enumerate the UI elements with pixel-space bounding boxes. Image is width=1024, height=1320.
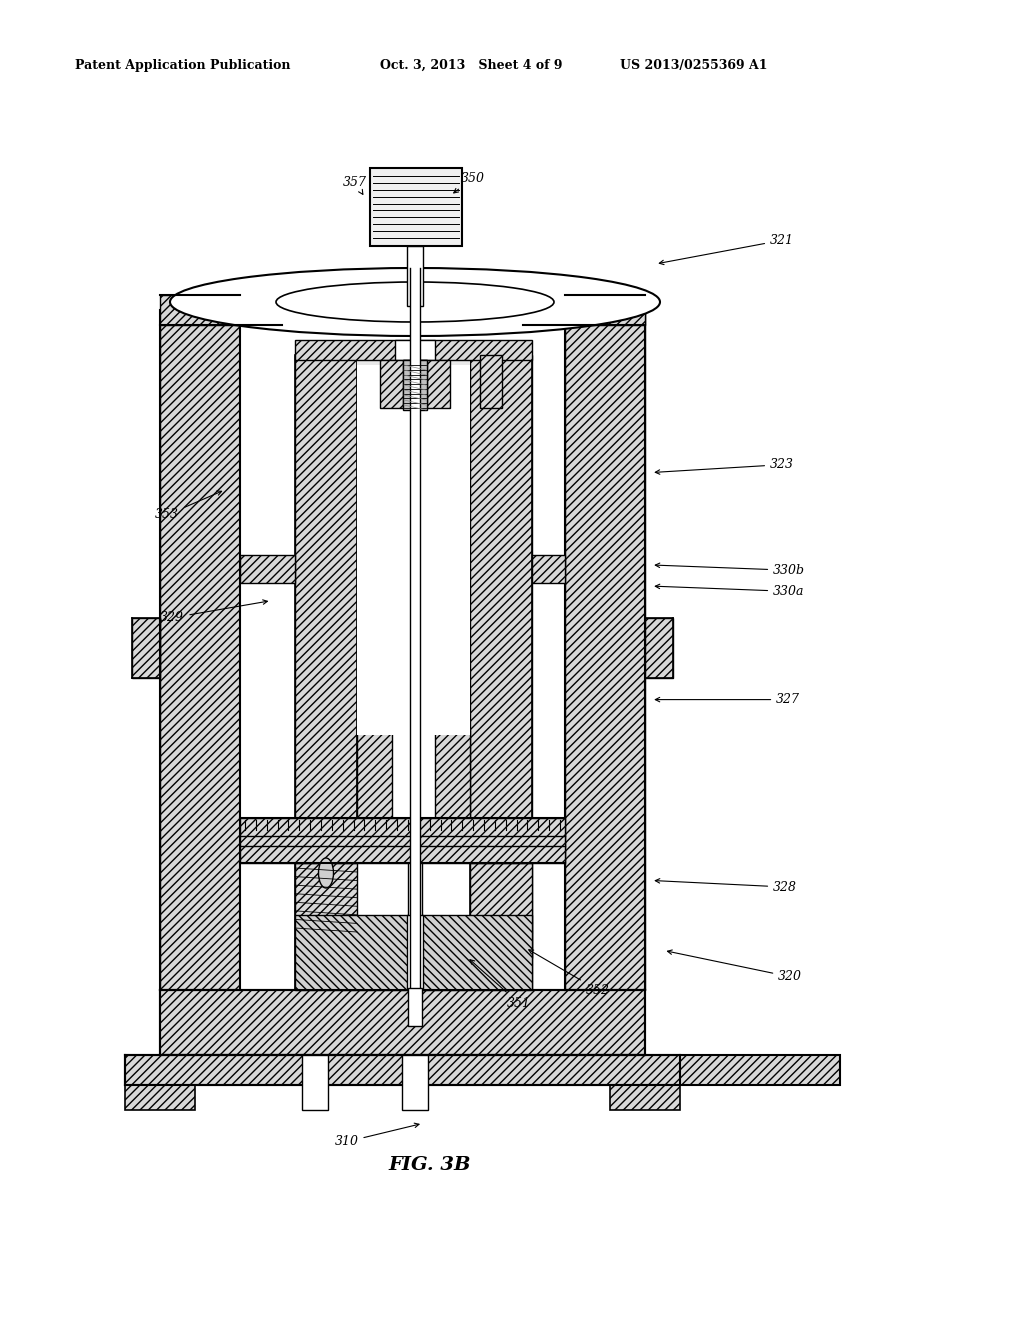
Text: Patent Application Publication: Patent Application Publication <box>75 58 291 71</box>
Text: US 2013/0255369 A1: US 2013/0255369 A1 <box>620 58 768 71</box>
Bar <box>532 554 565 583</box>
Bar <box>480 355 502 408</box>
Bar <box>408 987 422 1026</box>
Text: 330b: 330b <box>655 564 805 577</box>
Bar <box>395 341 435 360</box>
Bar <box>645 618 673 678</box>
Bar <box>357 730 392 818</box>
Bar <box>380 360 450 408</box>
Bar <box>125 1085 195 1110</box>
Bar <box>240 310 295 990</box>
Bar <box>403 360 427 411</box>
Bar <box>532 355 565 990</box>
Bar <box>357 863 470 933</box>
Bar <box>302 1055 328 1110</box>
Bar <box>295 863 357 933</box>
Text: 330a: 330a <box>655 585 805 598</box>
Text: 310: 310 <box>335 1123 419 1148</box>
Bar <box>392 355 435 940</box>
Text: Oct. 3, 2013   Sheet 4 of 9: Oct. 3, 2013 Sheet 4 of 9 <box>380 58 562 71</box>
Bar <box>132 618 160 678</box>
Bar <box>160 310 240 990</box>
Bar <box>125 1055 840 1085</box>
Bar <box>357 355 470 990</box>
Bar <box>403 360 427 408</box>
Bar <box>240 554 295 583</box>
Bar <box>470 355 532 990</box>
Ellipse shape <box>276 282 554 322</box>
Text: 353: 353 <box>156 491 221 521</box>
Bar <box>160 294 282 325</box>
Bar <box>160 990 645 1055</box>
Ellipse shape <box>170 268 660 337</box>
Text: 352: 352 <box>528 950 609 997</box>
Bar <box>295 933 532 958</box>
Bar <box>565 310 645 990</box>
Text: 321: 321 <box>659 234 794 264</box>
Text: 328: 328 <box>655 879 797 894</box>
Bar <box>408 863 422 958</box>
Bar <box>523 294 645 325</box>
Bar <box>295 341 532 360</box>
Bar <box>402 1055 428 1110</box>
Bar <box>357 355 470 495</box>
Bar <box>470 863 532 933</box>
Text: 329: 329 <box>161 599 267 624</box>
Text: 351: 351 <box>470 960 530 1010</box>
Bar <box>370 168 462 246</box>
Text: FIG. 3B: FIG. 3B <box>389 1156 471 1173</box>
Text: 323: 323 <box>655 458 794 474</box>
Text: 320: 320 <box>668 950 802 983</box>
Bar <box>410 268 420 987</box>
Bar <box>357 366 470 735</box>
Bar <box>295 915 532 990</box>
Text: 357: 357 <box>343 176 367 194</box>
Bar <box>435 730 470 818</box>
Bar <box>407 915 423 990</box>
Bar <box>610 1085 680 1110</box>
Text: 350: 350 <box>454 172 484 193</box>
Bar <box>407 246 423 306</box>
Bar <box>295 355 357 990</box>
Bar <box>240 818 565 863</box>
Ellipse shape <box>318 858 334 888</box>
Text: 327: 327 <box>655 693 800 706</box>
